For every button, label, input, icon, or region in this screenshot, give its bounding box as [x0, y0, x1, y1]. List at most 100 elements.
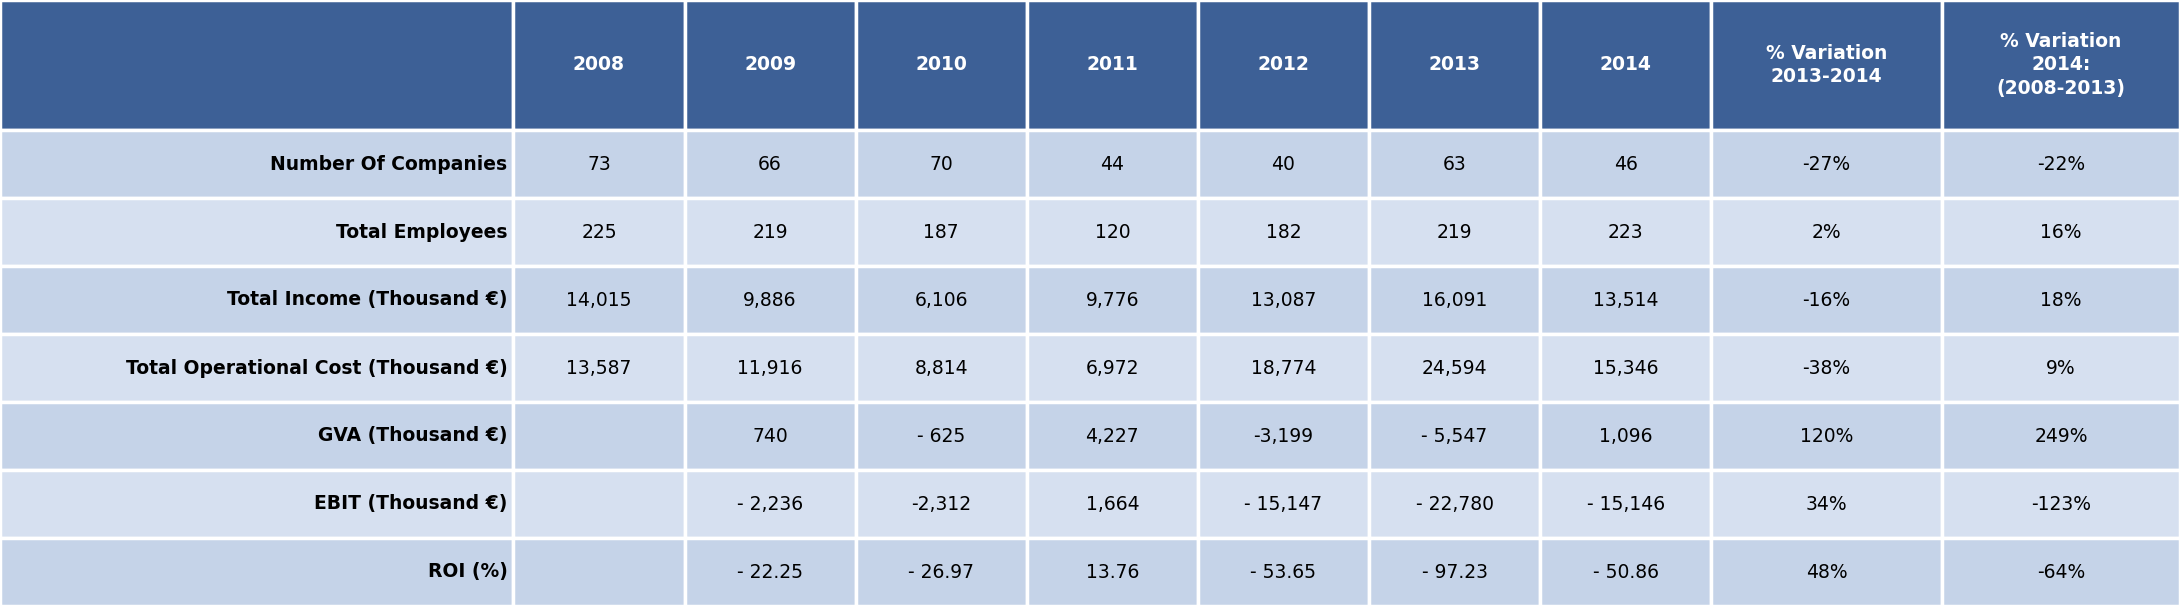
Bar [512, 470, 685, 538]
Text: 2014: 2014 [1600, 56, 1652, 75]
Text: - 53.65: - 53.65 [1251, 562, 1317, 582]
Text: - 26.97: - 26.97 [909, 562, 974, 582]
Text: - 15,147: - 15,147 [1245, 494, 1323, 513]
Bar [1197, 0, 1369, 130]
Text: 66: 66 [759, 155, 783, 173]
Bar [855, 402, 1027, 470]
Bar [1942, 198, 2180, 266]
Text: 2013: 2013 [1428, 56, 1480, 75]
Bar [1197, 334, 1369, 402]
Bar [1027, 266, 1197, 334]
Text: 182: 182 [1267, 222, 1301, 242]
Bar [512, 402, 685, 470]
Text: 2009: 2009 [743, 56, 796, 75]
Text: Total Income (Thousand €): Total Income (Thousand €) [227, 290, 508, 310]
Bar [685, 538, 855, 606]
Text: -27%: -27% [1803, 155, 1851, 173]
Bar [1711, 266, 1942, 334]
Bar [1942, 402, 2180, 470]
Bar [685, 198, 855, 266]
Bar [1369, 402, 1539, 470]
Bar [1197, 470, 1369, 538]
Bar [0, 198, 512, 266]
Bar [855, 538, 1027, 606]
Text: 11,916: 11,916 [737, 359, 802, 378]
Text: 120%: 120% [1801, 427, 1853, 445]
Bar [1197, 198, 1369, 266]
Text: 1,664: 1,664 [1086, 494, 1140, 513]
Text: 223: 223 [1609, 222, 1644, 242]
Text: 9,776: 9,776 [1086, 290, 1140, 310]
Bar [1711, 130, 1942, 198]
Text: - 22.25: - 22.25 [737, 562, 802, 582]
Bar [512, 198, 685, 266]
Text: 2008: 2008 [573, 56, 626, 75]
Bar [1942, 538, 2180, 606]
Bar [0, 0, 512, 130]
Bar [1539, 198, 1711, 266]
Bar [855, 198, 1027, 266]
Text: - 50.86: - 50.86 [1594, 562, 1659, 582]
Bar [1539, 0, 1711, 130]
Bar [1369, 538, 1539, 606]
Text: 2010: 2010 [916, 56, 968, 75]
Text: 4,227: 4,227 [1086, 427, 1140, 445]
Text: 9%: 9% [2047, 359, 2075, 378]
Bar [685, 402, 855, 470]
Bar [512, 334, 685, 402]
Bar [0, 334, 512, 402]
Text: 13.76: 13.76 [1086, 562, 1138, 582]
Bar [1711, 0, 1942, 130]
Bar [1197, 538, 1369, 606]
Bar [1539, 334, 1711, 402]
Text: 1,096: 1,096 [1598, 427, 1652, 445]
Bar [855, 470, 1027, 538]
Text: - 5,547: - 5,547 [1421, 427, 1487, 445]
Bar [1711, 402, 1942, 470]
Bar [685, 470, 855, 538]
Text: 18,774: 18,774 [1251, 359, 1317, 378]
Bar [1539, 266, 1711, 334]
Text: 16,091: 16,091 [1421, 290, 1487, 310]
Bar [1027, 402, 1197, 470]
Text: 9,886: 9,886 [743, 290, 798, 310]
Text: 15,346: 15,346 [1594, 359, 1659, 378]
Text: 14,015: 14,015 [567, 290, 632, 310]
Text: EBIT (Thousand €): EBIT (Thousand €) [314, 494, 508, 513]
Text: GVA (Thousand €): GVA (Thousand €) [318, 427, 508, 445]
Bar [855, 266, 1027, 334]
Bar [685, 0, 855, 130]
Text: 219: 219 [1437, 222, 1472, 242]
Bar [1027, 130, 1197, 198]
Bar [1027, 0, 1197, 130]
Text: 24,594: 24,594 [1421, 359, 1487, 378]
Bar [1369, 0, 1539, 130]
Bar [1027, 538, 1197, 606]
Text: 225: 225 [582, 222, 617, 242]
Text: 120: 120 [1094, 222, 1129, 242]
Bar [1369, 130, 1539, 198]
Text: 2011: 2011 [1086, 56, 1138, 75]
Text: -2,312: -2,312 [911, 494, 972, 513]
Text: 8,814: 8,814 [913, 359, 968, 378]
Bar [1539, 402, 1711, 470]
Text: 13,514: 13,514 [1594, 290, 1659, 310]
Bar [1027, 198, 1197, 266]
Text: % Variation
2014:
(2008-2013): % Variation 2014: (2008-2013) [1997, 32, 2126, 98]
Text: 40: 40 [1271, 155, 1295, 173]
Text: 6,972: 6,972 [1086, 359, 1140, 378]
Text: -38%: -38% [1803, 359, 1851, 378]
Bar [685, 334, 855, 402]
Text: 16%: 16% [2040, 222, 2082, 242]
Text: Total Operational Cost (Thousand €): Total Operational Cost (Thousand €) [126, 359, 508, 378]
Text: 44: 44 [1101, 155, 1125, 173]
Bar [1942, 0, 2180, 130]
Bar [1539, 130, 1711, 198]
Text: - 625: - 625 [918, 427, 966, 445]
Bar [512, 266, 685, 334]
Text: - 2,236: - 2,236 [737, 494, 802, 513]
Bar [0, 130, 512, 198]
Bar [0, 538, 512, 606]
Text: Total Employees: Total Employees [336, 222, 508, 242]
Text: % Variation
2013-2014: % Variation 2013-2014 [1766, 44, 1888, 86]
